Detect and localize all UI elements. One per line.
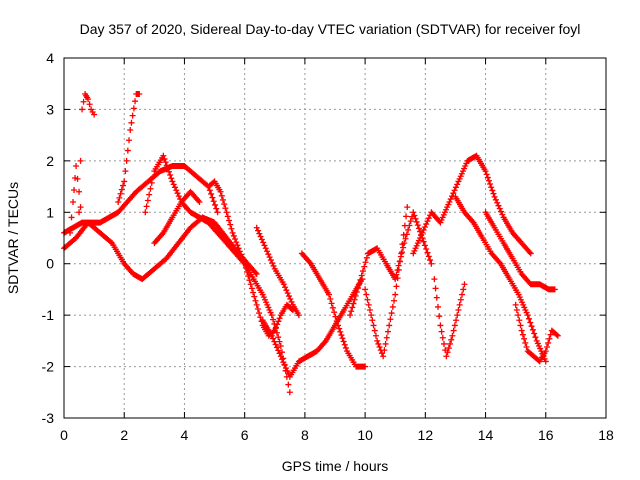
data-points: [61, 91, 561, 396]
series-satellite-track-16: [482, 209, 558, 293]
plot-frame: [63, 57, 607, 419]
grid: [64, 58, 606, 418]
data-marker-path: [76, 91, 98, 216]
series-satellite-track-17: [512, 301, 561, 365]
x-tick-label: 16: [538, 427, 554, 443]
series-satellite-track-9: [259, 276, 366, 380]
series-satellite-track-4: [115, 91, 143, 205]
series-satellite-track-7: [253, 224, 302, 319]
y-tick-label: -2: [42, 359, 55, 375]
data-marker-path: [362, 204, 411, 360]
data-marker-path: [512, 301, 561, 365]
y-tick-label: 2: [46, 153, 54, 169]
series-satellite-track-12: [362, 204, 411, 360]
y-tick-label: 0: [46, 256, 54, 272]
x-tick-label: 14: [478, 427, 494, 443]
data-marker-path: [298, 250, 369, 370]
data-marker-path: [205, 178, 296, 339]
y-axis-label: SDTVAR / TECUs: [5, 182, 21, 294]
data-marker-path: [151, 188, 203, 247]
chart-title: Day 357 of 2020, Sidereal Day-to-day VTE…: [80, 21, 581, 37]
series-satellite-track-1: [76, 91, 98, 216]
series-satellite-track-13: [410, 152, 534, 257]
data-marker-path: [115, 91, 143, 205]
x-tick-label: 4: [181, 427, 189, 443]
data-marker-path: [410, 152, 534, 257]
data-marker-path: [482, 209, 558, 293]
series-satellite-track-2: [67, 163, 86, 236]
data-marker-path: [259, 276, 366, 380]
y-tick-label: 1: [46, 204, 54, 220]
series-satellite-track-8: [205, 178, 296, 339]
data-marker-path: [452, 193, 549, 365]
y-tick-label: -1: [42, 307, 55, 323]
data-marker-path: [431, 276, 468, 360]
x-tick-label: 18: [598, 427, 614, 443]
series-satellite-track-10: [298, 250, 369, 370]
x-tick-label: 0: [60, 427, 68, 443]
x-tick-label: 6: [241, 427, 249, 443]
x-tick-label: 12: [418, 427, 434, 443]
y-tick-label: 3: [46, 101, 54, 117]
data-marker-path: [253, 224, 302, 319]
series-satellite-track-15: [452, 193, 549, 365]
y-tick-label: -3: [42, 410, 55, 426]
x-tick-label: 2: [120, 427, 128, 443]
x-tick-label: 10: [357, 427, 373, 443]
y-tick-label: 4: [46, 50, 54, 66]
x-tick-label: 8: [301, 427, 309, 443]
data-marker-path: [67, 163, 86, 236]
series-satellite-track-18: [151, 188, 203, 247]
x-axis-label: GPS time / hours: [282, 458, 389, 474]
series-satellite-track-14: [431, 276, 468, 360]
